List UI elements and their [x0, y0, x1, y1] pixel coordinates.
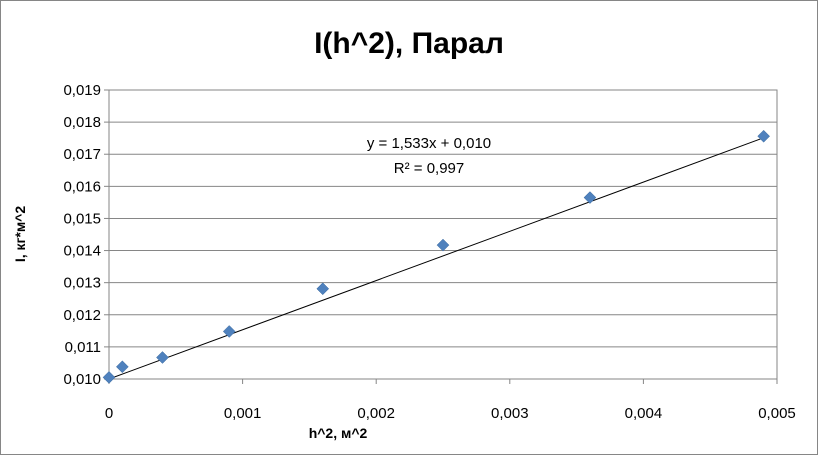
data-point — [102, 371, 116, 384]
x-tick-label: 0,005 — [758, 405, 796, 422]
y-tick-label: 0,012 — [63, 307, 101, 324]
x-tick-label: 0,002 — [357, 405, 395, 422]
y-tick-label: 0,019 — [63, 82, 101, 99]
gridlines — [109, 89, 777, 348]
y-axis: 0,010 0,011 0,012 0,013 0,014 0,015 0,016 0,017… — [63, 82, 109, 388]
x-axis: 0 0,001 0,002 0,003 0,004 0,005 — [105, 379, 796, 422]
y-tick-label: 0,014 — [63, 243, 101, 260]
data-points — [102, 129, 770, 384]
plot-area — [108, 89, 778, 380]
y-axis-title: I, кг*м^2 — [12, 206, 28, 262]
data-point — [757, 129, 770, 143]
trendline-equation: y = 1,533x + 0,010 — [367, 135, 491, 152]
x-axis-title: h^2, м^2 — [309, 425, 368, 441]
x-tick-label: 0,003 — [491, 405, 529, 422]
data-point — [316, 282, 330, 296]
y-tick-label: 0,018 — [63, 114, 101, 131]
x-tick-label: 0,004 — [625, 405, 663, 422]
y-tick-label: 0,017 — [63, 146, 101, 163]
trendline — [108, 137, 764, 380]
trendline-path — [108, 137, 764, 380]
y-tick-label: 0,013 — [63, 275, 101, 292]
data-point — [222, 325, 236, 338]
r-squared-label: R² = 0,997 — [394, 160, 464, 177]
x-tick-label: 0 — [105, 405, 113, 422]
data-point — [156, 351, 169, 364]
y-tick-label: 0,010 — [63, 371, 101, 388]
y-tick-label: 0,011 — [65, 339, 101, 356]
data-point — [116, 360, 129, 374]
data-point — [583, 191, 597, 204]
x-tick-label: 0,001 — [224, 405, 262, 422]
chart-title: I(h^2), Парал — [314, 27, 504, 60]
data-point — [436, 238, 450, 252]
y-tick-label: 0,016 — [63, 178, 101, 195]
y-tick-label: 0,015 — [63, 210, 101, 227]
